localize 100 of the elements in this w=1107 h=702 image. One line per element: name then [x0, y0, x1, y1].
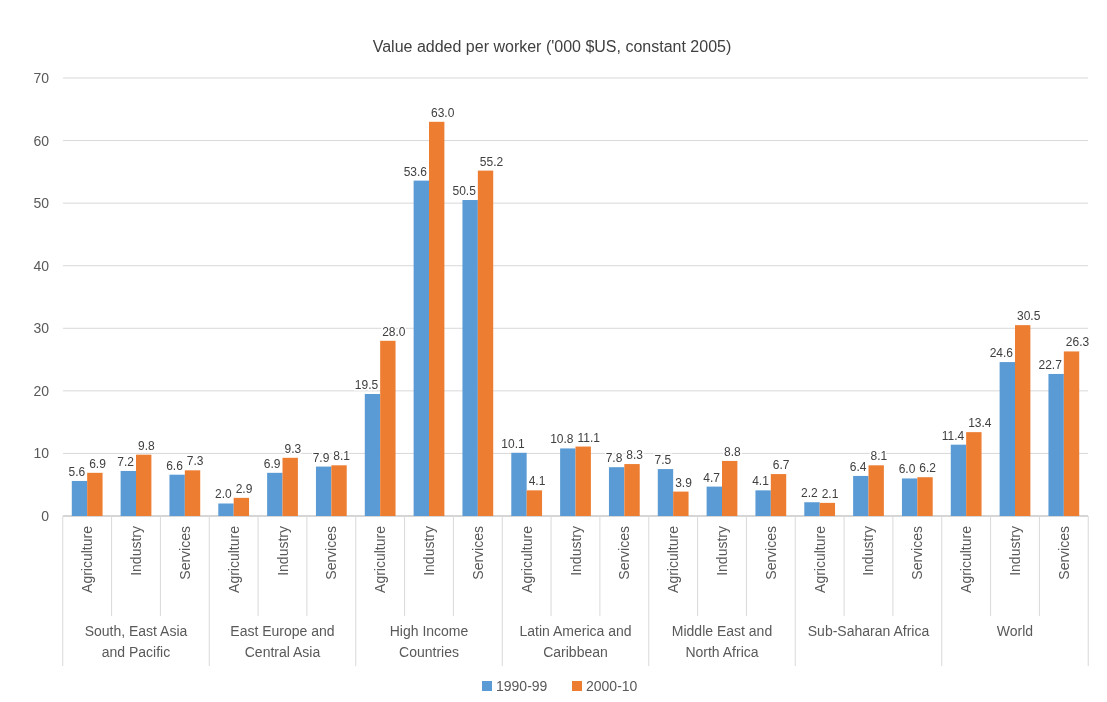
data-label: 2.9: [235, 481, 253, 496]
y-tick-label: 20: [33, 382, 50, 399]
x-tick-label: Industry: [714, 526, 730, 576]
text: Middle East and North Africa: [671, 623, 773, 660]
bar: [413, 180, 429, 516]
legend-label: 1990-99: [496, 678, 548, 694]
bar: [722, 460, 738, 516]
bar: [315, 466, 332, 516]
x-tick-label: Services: [1055, 526, 1072, 580]
data-label: 19.5: [354, 377, 379, 392]
bar: [657, 469, 674, 516]
bar: [331, 465, 347, 516]
x-tick-label: Industry: [1006, 526, 1023, 576]
bar: [267, 472, 283, 516]
x-tick-label: Industry: [860, 526, 877, 576]
data-label: 22.7: [1038, 357, 1063, 372]
y-tick-label: 10: [33, 445, 50, 462]
data-label: 24.6: [989, 346, 1014, 361]
bar: [380, 340, 396, 516]
x-tick-label: Services: [762, 526, 779, 580]
bar: [804, 502, 820, 516]
bar: [87, 472, 103, 516]
bar: [560, 448, 576, 516]
bar: [966, 432, 982, 516]
bar: [950, 444, 967, 516]
bar: [608, 467, 625, 516]
data-label: 6.9: [89, 456, 107, 471]
data-label: 7.8: [605, 451, 623, 466]
data-label: 53.6: [403, 164, 428, 179]
data-label: 8.1: [333, 449, 351, 464]
y-tick-label: 30: [33, 320, 50, 337]
data-label: 6.0: [898, 462, 916, 477]
data-label: 5.6: [68, 464, 86, 479]
data-label: 50.5: [452, 184, 477, 199]
data-label: 6.2: [919, 461, 937, 476]
bar: [819, 502, 836, 516]
bar: [853, 475, 869, 516]
bar: [429, 121, 445, 516]
bar: [169, 474, 185, 516]
data-label: 7.2: [117, 454, 135, 469]
data-label: 6.9: [263, 456, 281, 471]
bar: [136, 454, 152, 516]
x-tick-label: Agriculture: [958, 525, 975, 593]
text: South, East Asia and Pacific: [84, 623, 188, 660]
bar: [673, 491, 689, 516]
data-label: 4.1: [528, 474, 546, 489]
data-label: 2.1: [821, 486, 839, 501]
data-label: 6.7: [772, 458, 790, 473]
bar: [770, 474, 787, 516]
bar: [71, 480, 88, 516]
x-tick-label: Services: [176, 526, 193, 580]
bar: [1014, 325, 1031, 516]
data-label: 10.8: [550, 432, 574, 447]
data-label: 6.4: [849, 459, 867, 474]
data-label: 63.0: [431, 105, 455, 120]
data-label: 9.3: [284, 441, 302, 456]
bar: [511, 452, 527, 516]
data-label: 7.9: [312, 450, 330, 465]
bar: [120, 470, 137, 516]
data-label: 28.0: [382, 324, 406, 339]
bar: [624, 464, 640, 516]
bar: [901, 478, 918, 516]
data-label: 10.1: [501, 436, 525, 451]
data-label: 6.6: [166, 458, 184, 473]
x-tick-label: Industry: [128, 526, 145, 576]
text: High Income Countries: [389, 623, 469, 660]
data-label: 7.5: [654, 453, 672, 468]
bar: [184, 470, 201, 516]
x-tick-label: Services: [909, 526, 926, 580]
bar: [462, 200, 478, 516]
x-tick-label: Services: [323, 526, 340, 580]
x-tick-label: Industry: [274, 526, 291, 576]
x-tick-label: Agriculture: [225, 525, 242, 593]
bar: [526, 490, 543, 516]
data-label: 13.4: [968, 416, 992, 431]
bar: [575, 446, 591, 516]
x-tick-label: Agriculture: [518, 525, 535, 593]
data-label: 8.1: [870, 449, 888, 464]
bar: [218, 503, 234, 516]
data-label: 11.1: [577, 430, 601, 445]
x-tick-label: Agriculture: [372, 525, 389, 593]
text: World: [996, 623, 1034, 639]
x-tick-label: Agriculture: [665, 525, 682, 593]
bar: [868, 465, 884, 516]
x-tick-label: Industry: [567, 526, 584, 576]
data-label: 11.4: [941, 428, 965, 443]
bar: [1063, 351, 1080, 516]
data-label: 8.3: [626, 448, 644, 463]
bar: [755, 490, 771, 516]
data-label: 30.5: [1016, 309, 1041, 324]
bar: [477, 170, 494, 516]
data-label: 55.2: [479, 154, 504, 169]
data-label: 4.7: [703, 470, 721, 485]
data-label: 4.1: [752, 474, 770, 489]
y-tick-label: 70: [33, 70, 50, 86]
x-tick-label: Services: [469, 526, 486, 580]
x-tick-label: Industry: [421, 526, 437, 576]
chart-title: Value added per worker ('000 $US, constant 2005): [372, 38, 732, 55]
bar: [999, 362, 1015, 516]
data-label: 26.3: [1065, 335, 1090, 350]
